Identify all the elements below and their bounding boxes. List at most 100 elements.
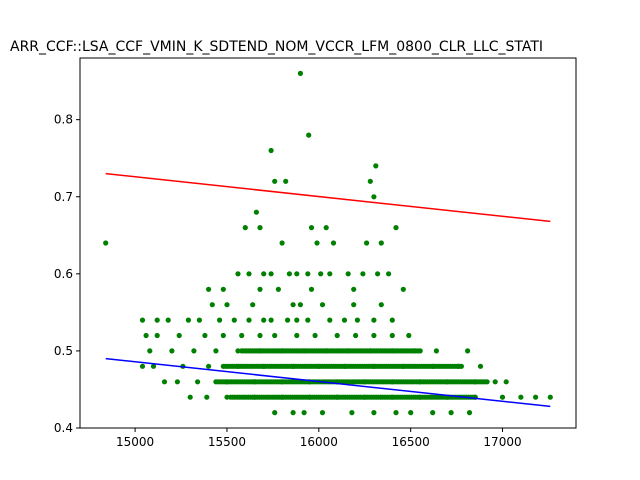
data-point: [341, 317, 348, 323]
data-point: [371, 317, 377, 323]
data-point: [239, 332, 245, 339]
data-point: [191, 348, 197, 354]
data-point: [375, 271, 381, 277]
data-marks: [103, 70, 553, 416]
data-point: [279, 240, 285, 246]
data-point: [389, 317, 395, 323]
data-point: [272, 178, 278, 184]
fit-lines: [105, 172, 551, 408]
data-point: [195, 379, 201, 385]
data-point: [430, 410, 436, 416]
data-point: [547, 394, 553, 400]
data-point: [373, 163, 379, 169]
data-point: [327, 271, 333, 277]
data-point: [286, 271, 292, 277]
data-point: [187, 394, 193, 400]
data-point: [308, 286, 315, 292]
trend-line: [105, 357, 551, 408]
data-point: [312, 332, 318, 339]
data-point: [206, 286, 212, 292]
data-point: [139, 363, 146, 369]
data-point: [294, 332, 300, 339]
chart-title: ARR_CCF::LSA_CCF_VMIN_K_SDTEND_NOM_VCCR_…: [10, 39, 543, 55]
data-point: [213, 348, 219, 354]
data-point: [143, 332, 149, 339]
data-point: [305, 317, 311, 323]
data-point: [351, 302, 357, 308]
data-point: [261, 271, 267, 277]
data-point: [330, 240, 337, 246]
data-point: [465, 348, 471, 354]
data-point: [294, 271, 300, 277]
data-point: [353, 332, 359, 339]
data-point: [305, 271, 311, 277]
data-point: [185, 317, 191, 323]
data-point: [297, 302, 303, 308]
data-point: [378, 302, 384, 308]
y-tick-label: 0.7: [54, 190, 73, 204]
data-point: [308, 225, 315, 231]
x-tick-label: 16000: [300, 435, 338, 449]
data-point: [246, 271, 252, 277]
data-point: [206, 363, 212, 369]
data-point: [224, 394, 230, 400]
data-point: [217, 317, 223, 323]
data-point: [154, 332, 160, 339]
data-point: [257, 332, 263, 339]
data-point: [389, 332, 395, 339]
data-point: [294, 317, 300, 323]
data-point: [268, 317, 274, 323]
data-point: [533, 394, 539, 400]
data-point: [393, 410, 399, 416]
data-point: [448, 410, 454, 416]
data-point: [351, 286, 357, 292]
data-point: [147, 348, 153, 354]
trend-line: [105, 172, 551, 223]
data-point: [268, 271, 274, 277]
y-tick-label: 0.4: [54, 421, 73, 435]
data-point: [297, 70, 303, 76]
data-point: [371, 332, 377, 339]
data-point: [139, 317, 146, 323]
data-point: [196, 317, 202, 323]
y-tick-label: 0.8: [54, 113, 73, 127]
data-point: [257, 286, 263, 292]
data-point: [400, 286, 406, 292]
data-point: [220, 286, 226, 292]
data-point: [169, 348, 175, 354]
data-point: [235, 348, 241, 354]
data-point: [272, 410, 278, 416]
data-point: [406, 332, 412, 339]
data-point: [275, 286, 281, 292]
data-point: [220, 332, 226, 339]
data-point: [314, 240, 320, 246]
data-point: [378, 240, 384, 246]
data-point: [318, 271, 324, 277]
data-point: [301, 410, 307, 416]
data-point: [268, 147, 274, 154]
data-point: [386, 271, 392, 277]
data-point: [165, 317, 171, 323]
data-point: [319, 302, 326, 308]
data-point: [360, 271, 366, 277]
data-point: [306, 132, 312, 138]
data-point: [371, 194, 377, 200]
data-point: [354, 317, 360, 323]
data-point: [433, 348, 439, 354]
data-point: [393, 225, 399, 231]
data-point: [364, 240, 370, 246]
y-tick-label: 0.6: [54, 267, 73, 281]
data-point: [290, 410, 296, 416]
data-point: [253, 209, 259, 215]
data-point: [417, 348, 423, 354]
x-tick-label: 15000: [116, 435, 154, 449]
axes-frame: [79, 57, 577, 429]
data-point: [283, 178, 289, 184]
data-point: [257, 225, 263, 231]
data-point: [224, 302, 230, 308]
data-point: [235, 271, 241, 277]
data-point: [349, 410, 355, 416]
x-axis: 15000 15500 16000 16500 17000: [116, 428, 522, 449]
data-point: [371, 410, 377, 416]
